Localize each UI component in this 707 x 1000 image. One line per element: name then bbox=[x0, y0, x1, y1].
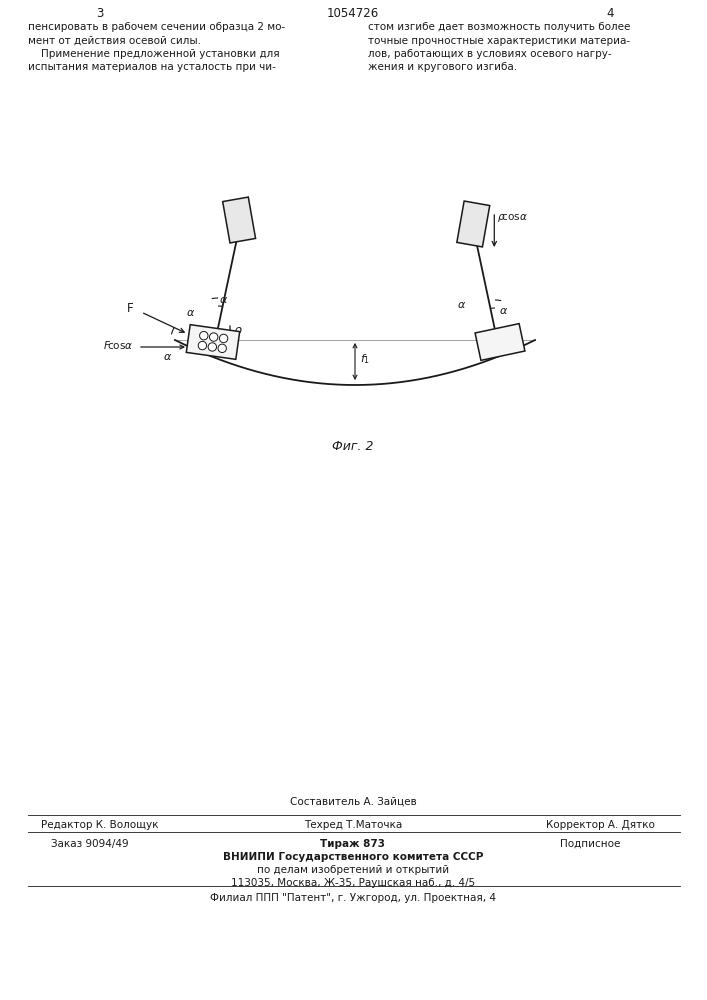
Text: $M_1$: $M_1$ bbox=[219, 332, 235, 346]
Circle shape bbox=[208, 343, 216, 351]
Text: точные прочностные характеристики материа-: точные прочностные характеристики матери… bbox=[368, 35, 630, 45]
Text: Корректор А. Дятко: Корректор А. Дятко bbox=[546, 820, 655, 830]
Text: $M_1$: $M_1$ bbox=[480, 330, 496, 344]
Text: F: F bbox=[127, 302, 133, 316]
Text: $\alpha$: $\alpha$ bbox=[219, 295, 228, 305]
Text: стом изгибе дает возможность получить более: стом изгибе дает возможность получить бо… bbox=[368, 22, 631, 32]
Text: Заказ 9094/49: Заказ 9094/49 bbox=[51, 839, 129, 849]
Polygon shape bbox=[187, 325, 240, 359]
Text: $\alpha$: $\alpha$ bbox=[499, 306, 508, 316]
Text: Применение предложенной установки для: Применение предложенной установки для bbox=[28, 49, 280, 59]
Text: по делам изобретений и открытий: по делам изобретений и открытий bbox=[257, 865, 449, 875]
Text: $F\!\cos\!\alpha$: $F\!\cos\!\alpha$ bbox=[103, 339, 133, 351]
Text: $\alpha$: $\alpha$ bbox=[457, 300, 466, 310]
Text: Тираж 873: Тираж 873 bbox=[320, 839, 385, 849]
Text: испытания материалов на усталость при чи-: испытания материалов на усталость при чи… bbox=[28, 62, 276, 73]
Text: ВНИИПИ Государственного комитета СССР: ВНИИПИ Государственного комитета СССР bbox=[223, 852, 483, 862]
Circle shape bbox=[198, 341, 206, 350]
Text: пенсировать в рабочем сечении образца 2 мо-: пенсировать в рабочем сечении образца 2 … bbox=[28, 22, 285, 32]
Text: $\rho$: $\rho$ bbox=[233, 325, 243, 339]
Text: Техред Т.Маточка: Техред Т.Маточка bbox=[304, 820, 402, 830]
Text: Фиг. 2: Фиг. 2 bbox=[332, 440, 374, 453]
Text: лов, работающих в условиях осевого нагру-: лов, работающих в условиях осевого нагру… bbox=[368, 49, 612, 59]
Circle shape bbox=[219, 334, 228, 343]
Text: Редактор К. Волощук: Редактор К. Волощук bbox=[41, 820, 159, 830]
Text: Составитель А. Зайцев: Составитель А. Зайцев bbox=[290, 797, 416, 807]
Text: $\alpha$: $\alpha$ bbox=[186, 308, 195, 318]
Circle shape bbox=[218, 344, 226, 353]
Text: 1054726: 1054726 bbox=[327, 7, 379, 20]
Text: мент от действия осевой силы.: мент от действия осевой силы. bbox=[28, 35, 201, 45]
Text: жения и кругового изгиба.: жения и кругового изгиба. bbox=[368, 62, 517, 73]
Text: 4: 4 bbox=[606, 7, 614, 20]
Text: $f_1$: $f_1$ bbox=[360, 353, 370, 366]
Text: $\alpha$: $\alpha$ bbox=[163, 352, 173, 362]
Circle shape bbox=[209, 333, 218, 341]
Circle shape bbox=[199, 331, 208, 340]
Text: Филиал ППП "Патент", г. Ужгород, ул. Проектная, 4: Филиал ППП "Патент", г. Ужгород, ул. Про… bbox=[210, 893, 496, 903]
Text: 3: 3 bbox=[96, 7, 104, 20]
Polygon shape bbox=[223, 197, 255, 243]
Text: 113035, Москва, Ж-35, Раушская наб., д. 4/5: 113035, Москва, Ж-35, Раушская наб., д. … bbox=[231, 878, 475, 888]
Polygon shape bbox=[475, 324, 525, 360]
Text: Подписное: Подписное bbox=[560, 839, 620, 849]
Text: $\rho\!\cos\!\alpha$: $\rho\!\cos\!\alpha$ bbox=[497, 212, 528, 224]
Polygon shape bbox=[457, 201, 490, 247]
